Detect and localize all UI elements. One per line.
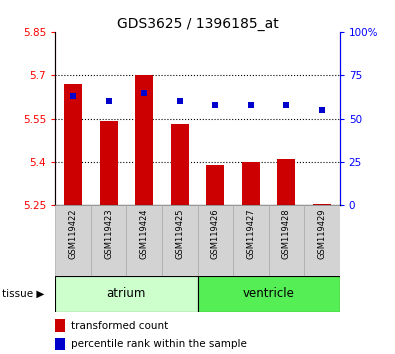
Point <box>283 102 290 108</box>
Text: GSM119423: GSM119423 <box>104 209 113 259</box>
Text: GSM119429: GSM119429 <box>318 209 326 259</box>
Point <box>70 93 76 99</box>
Bar <box>126 205 162 276</box>
Point <box>105 98 112 104</box>
Bar <box>242 162 260 205</box>
Bar <box>162 205 198 276</box>
Bar <box>277 159 295 205</box>
Text: GSM119425: GSM119425 <box>175 209 184 259</box>
Bar <box>55 319 65 332</box>
Bar <box>171 124 189 205</box>
Bar <box>198 276 340 312</box>
Point <box>177 98 183 104</box>
Bar <box>233 205 269 276</box>
Bar <box>198 205 233 276</box>
Title: GDS3625 / 1396185_at: GDS3625 / 1396185_at <box>117 17 278 31</box>
Point <box>141 90 147 96</box>
Bar <box>304 205 340 276</box>
Bar <box>269 205 304 276</box>
Bar <box>55 205 91 276</box>
Text: ventricle: ventricle <box>243 287 295 300</box>
Bar <box>91 205 126 276</box>
Bar <box>313 204 331 205</box>
Text: GSM119422: GSM119422 <box>69 209 77 259</box>
Bar <box>206 165 224 205</box>
Bar <box>64 84 82 205</box>
Bar <box>55 338 65 350</box>
Point <box>212 102 218 108</box>
Text: GSM119428: GSM119428 <box>282 209 291 259</box>
Text: GSM119427: GSM119427 <box>246 209 255 259</box>
Text: tissue ▶: tissue ▶ <box>2 289 44 299</box>
Bar <box>100 121 118 205</box>
Point <box>248 102 254 108</box>
Bar <box>55 276 198 312</box>
Bar <box>135 75 153 205</box>
Text: percentile rank within the sample: percentile rank within the sample <box>71 339 247 349</box>
Text: atrium: atrium <box>107 287 146 300</box>
Text: GSM119424: GSM119424 <box>140 209 149 259</box>
Text: transformed count: transformed count <box>71 320 168 331</box>
Text: GSM119426: GSM119426 <box>211 209 220 259</box>
Point <box>319 107 325 113</box>
